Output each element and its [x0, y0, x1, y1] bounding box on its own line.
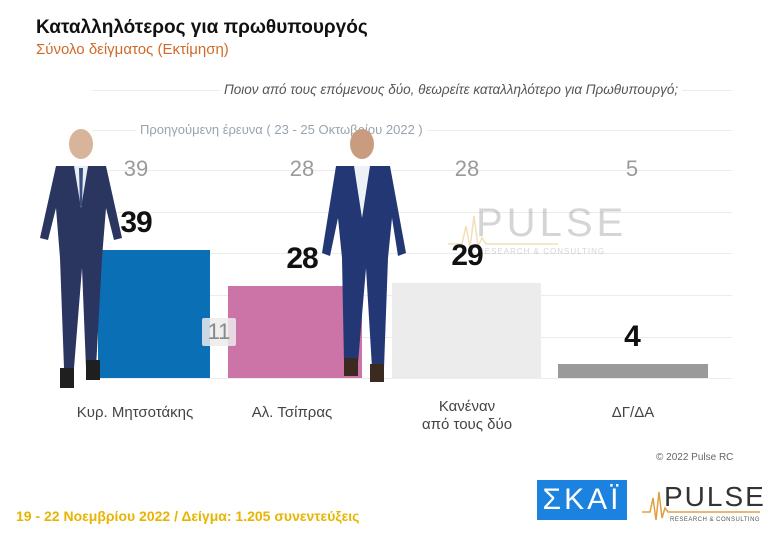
copyright: © 2022 Pulse RC — [656, 452, 734, 463]
mitsotakis-photo-icon — [40, 129, 122, 388]
difference-badge: 11 — [202, 318, 236, 346]
chart-title: Καταλληλότερος για πρωθυπουργός — [36, 17, 368, 38]
bar-value: 4 — [624, 320, 641, 353]
gridline — [92, 212, 732, 213]
bar-value: 29 — [451, 239, 483, 272]
category-label: Κανέναν από τους δύο — [392, 398, 542, 434]
category-label: Κυρ. Μητσοτάκης — [76, 404, 194, 421]
gridline — [92, 253, 732, 254]
bar-value: 39 — [120, 206, 152, 239]
pulse-watermark-icon: PULSE RESEARCH & CONSULTING — [448, 201, 627, 256]
tsipras-photo-icon — [322, 129, 406, 382]
chart-subtitle: Σύνολο δείγματος (Εκτίμηση) — [36, 41, 229, 58]
svg-text:PULSE: PULSE — [476, 201, 627, 245]
svg-text:PULSE: PULSE — [664, 481, 766, 512]
previous-value: 28 — [289, 156, 315, 181]
gridline — [92, 170, 732, 171]
survey-question: Ποιον από τους επόμενους δύο, θεωρείτε κ… — [220, 82, 683, 97]
category-label-line: από τους δύο — [421, 416, 513, 433]
bar-mitsotakis — [98, 250, 210, 378]
skai-logo: ΣΚΑΪ — [537, 480, 627, 520]
category-label-line: Κανέναν — [438, 398, 496, 415]
bar-dk-na — [558, 364, 708, 378]
pulse-logo-icon: PULSE RESEARCH & CONSULTING — [642, 481, 766, 523]
bar-neither — [392, 283, 541, 378]
previous-value: 5 — [625, 156, 639, 181]
svg-text:RESEARCH & CONSULTING: RESEARCH & CONSULTING — [670, 517, 760, 523]
category-label: ΔΓ/ΔΑ — [611, 404, 655, 421]
svg-text:RESEARCH & CONSULTING: RESEARCH & CONSULTING — [478, 247, 605, 256]
category-label: Αλ. Τσίπρας — [251, 404, 333, 421]
bar-tsipras — [228, 286, 362, 378]
survey-footer: 19 - 22 Νοεμβρίου 2022 / Δείγμα: 1.205 σ… — [16, 508, 360, 524]
previous-value: 39 — [123, 156, 149, 181]
previous-value: 28 — [454, 156, 480, 181]
bar-value: 28 — [286, 242, 318, 275]
gridline — [92, 378, 732, 379]
